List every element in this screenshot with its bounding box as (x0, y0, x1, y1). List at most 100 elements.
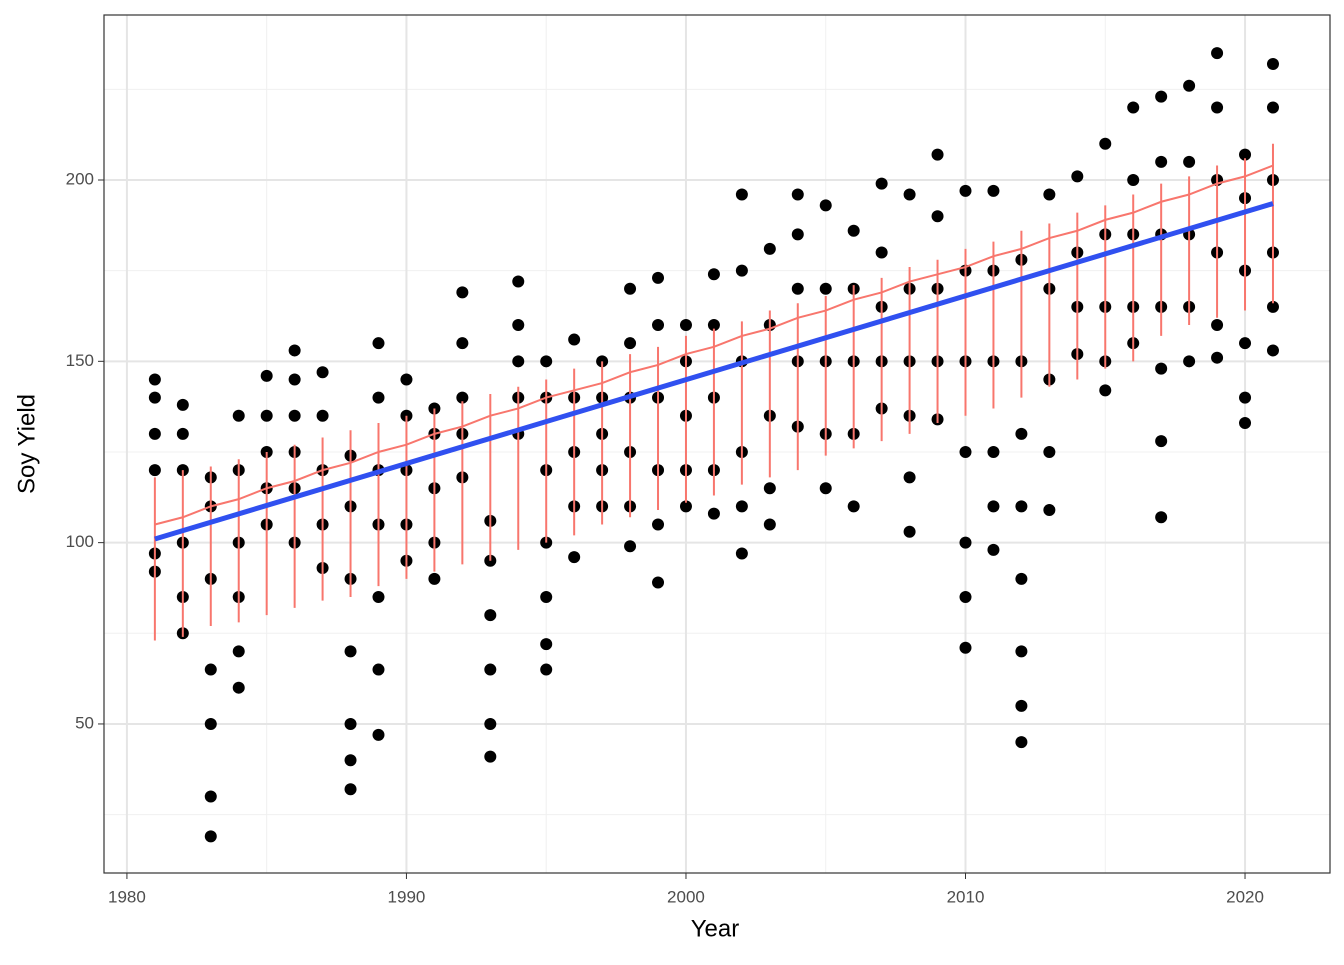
point (875, 246, 888, 259)
point (232, 681, 245, 694)
point (735, 188, 748, 201)
point (1183, 155, 1196, 168)
point (791, 188, 804, 201)
point (1266, 300, 1279, 313)
point (428, 572, 441, 585)
point (1239, 416, 1252, 429)
point (568, 333, 581, 346)
point (1266, 344, 1279, 357)
point (1015, 572, 1028, 585)
point (903, 471, 916, 484)
point (987, 543, 1000, 556)
point (763, 518, 776, 531)
point (344, 645, 357, 658)
point (1155, 435, 1168, 448)
point (204, 663, 217, 676)
point (484, 663, 497, 676)
point (959, 184, 972, 197)
point (1043, 445, 1056, 458)
point (931, 210, 944, 223)
point (1015, 500, 1028, 513)
point (204, 790, 217, 803)
point (624, 282, 637, 295)
point (707, 268, 720, 281)
x-tick-label: 2020 (1226, 887, 1264, 906)
point (288, 344, 301, 357)
point (260, 369, 273, 382)
point (903, 525, 916, 538)
point (232, 645, 245, 658)
point (791, 282, 804, 295)
point (1043, 504, 1056, 516)
point (931, 148, 944, 161)
point (1155, 511, 1168, 524)
point (540, 355, 553, 368)
point (540, 638, 553, 651)
point (763, 482, 776, 495)
y-axis-label: Soy Yield (13, 394, 40, 494)
point (176, 427, 189, 440)
point (400, 373, 413, 386)
point (847, 224, 860, 237)
point (987, 500, 1000, 513)
point (148, 391, 161, 404)
point (679, 500, 692, 513)
point (1099, 384, 1112, 397)
point (1155, 90, 1168, 103)
x-tick-label: 2010 (947, 887, 985, 906)
trend-line (154, 201, 1274, 542)
point (819, 482, 832, 495)
point (232, 409, 245, 422)
point (847, 500, 860, 513)
point (1043, 188, 1056, 201)
point (987, 184, 1000, 197)
point (484, 750, 497, 763)
point (624, 540, 637, 553)
point (1266, 57, 1279, 70)
point (735, 500, 748, 513)
point (540, 591, 553, 604)
point (1183, 355, 1196, 368)
point (372, 728, 385, 741)
point (288, 409, 301, 422)
point (1015, 736, 1028, 749)
point (260, 409, 273, 422)
point (344, 783, 357, 796)
point (959, 536, 972, 549)
point (1155, 362, 1168, 375)
plot-border (103, 14, 1331, 874)
point (316, 366, 329, 379)
point (1211, 101, 1224, 114)
point (1239, 148, 1252, 161)
point (456, 286, 469, 299)
point (456, 391, 469, 404)
point (1239, 337, 1252, 350)
plot-panel (104, 15, 1330, 873)
point (176, 398, 189, 411)
point (540, 663, 553, 676)
y-tick-label: 100 (66, 532, 94, 551)
point (1211, 47, 1224, 60)
point (484, 717, 497, 730)
point (707, 319, 720, 332)
point (819, 282, 832, 295)
point (484, 609, 497, 622)
point (624, 337, 637, 350)
x-axis-label: Year (691, 915, 740, 942)
y-tick-label: 50 (75, 713, 94, 732)
point (735, 547, 748, 560)
point (288, 373, 301, 386)
point (344, 717, 357, 730)
point (1211, 351, 1224, 364)
point (1127, 101, 1140, 114)
point (959, 445, 972, 458)
point (819, 199, 832, 212)
point (204, 830, 217, 843)
point (1183, 79, 1196, 92)
point (1266, 101, 1279, 114)
point (148, 373, 161, 386)
point (148, 427, 161, 440)
point (1015, 645, 1028, 658)
point (652, 576, 665, 589)
